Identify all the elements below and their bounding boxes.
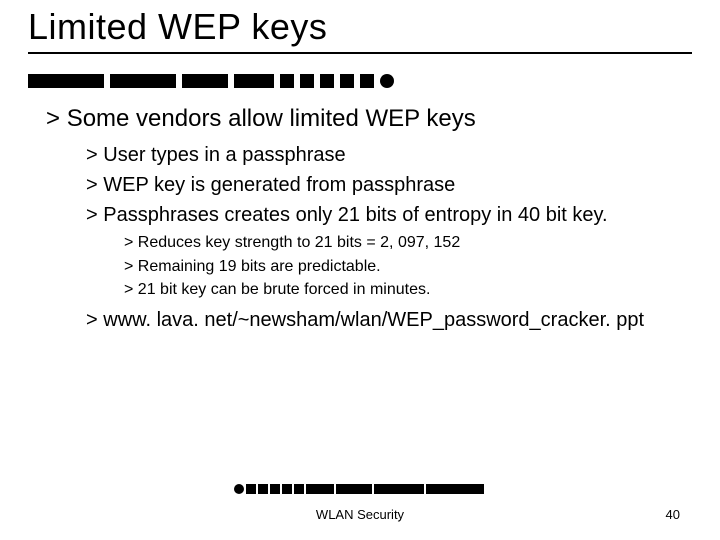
footer-center: WLAN Security xyxy=(0,507,720,522)
decor-bar xyxy=(234,74,274,88)
slide: Limited WEP keys Some vendors allow limi… xyxy=(0,0,720,540)
decor-bar xyxy=(336,484,372,494)
bullet-text: www. lava. net/~newsham/wlan/WEP_passwor… xyxy=(103,309,644,331)
slide-content: Some vendors allow limited WEP keys User… xyxy=(46,104,680,337)
decor-bar xyxy=(306,484,334,494)
decor-square xyxy=(246,484,256,494)
decor-bottom xyxy=(0,480,720,494)
decor-square xyxy=(340,74,354,88)
title-underline xyxy=(28,52,692,54)
page-number: 40 xyxy=(666,507,680,522)
bullet-l2: WEP key is generated from passphrase xyxy=(86,172,680,198)
bullet-text: 21 bit key can be brute forced in minute… xyxy=(138,281,431,298)
decor-square xyxy=(258,484,268,494)
decor-dot xyxy=(234,484,244,494)
bullet-l3: Reduces key strength to 21 bits = 2, 097… xyxy=(124,232,680,254)
bullet-text: User types in a passphrase xyxy=(103,144,345,166)
decor-square xyxy=(280,74,294,88)
bullet-l2: www. lava. net/~newsham/wlan/WEP_passwor… xyxy=(86,307,680,333)
decor-top xyxy=(28,72,692,90)
decor-bar xyxy=(110,74,176,88)
decor-bar xyxy=(374,484,424,494)
decor-square xyxy=(300,74,314,88)
decor-bar xyxy=(182,74,228,88)
decor-bar xyxy=(28,74,104,88)
decor-square xyxy=(360,74,374,88)
bullet-text: WEP key is generated from passphrase xyxy=(103,174,455,196)
bullet-text: Passphrases creates only 21 bits of entr… xyxy=(103,204,607,226)
bullet-l3: Remaining 19 bits are predictable. xyxy=(124,256,680,278)
bullet-text: Reduces key strength to 21 bits = 2, 097… xyxy=(138,234,460,251)
bullet-text: Remaining 19 bits are predictable. xyxy=(138,258,381,275)
decor-square xyxy=(270,484,280,494)
slide-title: Limited WEP keys xyxy=(28,6,327,48)
bullet-l2: Passphrases creates only 21 bits of entr… xyxy=(86,202,680,228)
bullet-l3: 21 bit key can be brute forced in minute… xyxy=(124,279,680,301)
decor-square xyxy=(294,484,304,494)
bullet-l1: Some vendors allow limited WEP keys xyxy=(46,104,680,134)
decor-square xyxy=(282,484,292,494)
bullet-l2: User types in a passphrase xyxy=(86,142,680,168)
decor-bar xyxy=(426,484,484,494)
decor-square xyxy=(320,74,334,88)
decor-dot xyxy=(380,74,394,88)
bullet-text: Some vendors allow limited WEP keys xyxy=(67,105,476,132)
